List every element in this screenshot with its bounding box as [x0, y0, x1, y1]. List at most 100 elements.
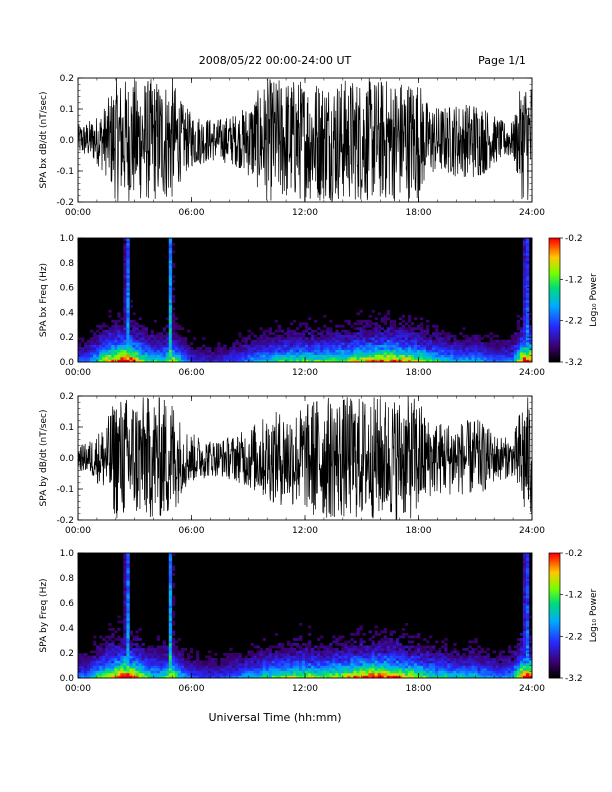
colorbar-segment	[549, 343, 560, 346]
colorbar-segment	[549, 333, 560, 336]
spectrogram-cells	[78, 553, 533, 679]
colorbar-segment	[549, 359, 560, 363]
colorbar-segment	[549, 653, 560, 656]
colorbar-segment	[549, 271, 560, 274]
colorbar-segment	[549, 283, 560, 286]
y-tick-label: 0.4	[60, 624, 75, 634]
y-tick-label: 0.0	[60, 454, 75, 464]
y-tick-label: 0.2	[60, 333, 74, 343]
panel-3: 0.2 0.1 0.0 -0.1 -0.200:00 06:00 12:00 18:00 24:…	[39, 392, 545, 536]
colorbar-segment	[549, 659, 560, 662]
colorbar-segment	[549, 613, 560, 616]
colorbar-segment	[549, 598, 560, 602]
colorbar-segment	[549, 345, 560, 348]
colorbar-segment	[549, 634, 560, 637]
x-axis-title: Universal Time (hh:mm)	[209, 711, 342, 724]
colorbar-segment	[549, 295, 560, 299]
colorbar-segment	[549, 308, 560, 311]
colorbar-segment	[549, 320, 560, 324]
colorbar-segment	[549, 571, 560, 575]
x-tick-label: 24:00	[519, 208, 545, 218]
y-axis-label: SPA by Freq (Hz)	[39, 578, 49, 652]
colorbar-segment	[549, 260, 560, 264]
colorbar-segment	[549, 578, 560, 581]
colorbar-segment	[549, 607, 560, 610]
x-tick-label: 12:00	[292, 208, 318, 218]
colorbar-segment	[549, 357, 560, 361]
colorbar-segment	[549, 590, 560, 593]
colorbar-frame	[548, 237, 561, 363]
colorbar-segment	[549, 567, 560, 571]
colorbar-segment	[549, 655, 560, 658]
colorbar-segment	[549, 573, 560, 577]
y-tick-label: 0.0	[60, 358, 75, 368]
colorbar-segment	[549, 569, 560, 573]
x-tick-label: 00:00	[65, 684, 91, 694]
colorbar-segment	[549, 339, 560, 342]
colorbar-frame	[548, 552, 561, 679]
colorbar-segment	[549, 248, 560, 251]
colorbar-segment	[549, 650, 560, 654]
colorbar-segment	[549, 316, 560, 319]
x-tick-label: 18:00	[406, 526, 432, 536]
x-tick-label: 18:00	[406, 684, 432, 694]
colorbar-segment	[549, 657, 560, 660]
colorbar-segment	[549, 244, 560, 247]
colorbar-tick-label: -1.2	[565, 275, 583, 285]
colorbar-segment	[549, 565, 560, 568]
colorbar-segment	[549, 349, 560, 353]
colorbar-segment	[549, 584, 560, 587]
colorbar-segment	[549, 646, 560, 650]
colorbar-segment	[549, 242, 560, 245]
colorbar-segment	[549, 588, 560, 591]
colorbar-segment	[549, 300, 560, 303]
x-tick-label: 00:00	[65, 526, 91, 536]
x-tick-label: 06:00	[179, 208, 205, 218]
colorbar-segment	[549, 611, 560, 614]
colorbar-segment	[549, 285, 560, 288]
colorbar-segment	[549, 632, 560, 635]
colorbar-segment	[549, 553, 560, 556]
colorbar-segment	[549, 341, 560, 344]
page-label: Page 1/1	[478, 54, 526, 67]
colorbar-segment	[549, 580, 560, 583]
colorbar-segment	[549, 648, 560, 652]
colorbar-segment	[549, 246, 560, 249]
colorbar-segment	[549, 275, 560, 278]
y-tick-label: 0.1	[60, 423, 74, 433]
y-tick-label: 0.8	[60, 259, 75, 269]
colorbar-tick-label: -2.2	[565, 317, 583, 327]
x-tick-label: 12:00	[292, 368, 318, 378]
x-tick-label: 06:00	[179, 368, 205, 378]
colorbar-segment	[549, 337, 560, 340]
x-tick-label: 12:00	[292, 684, 318, 694]
colorbar-segment	[549, 582, 560, 585]
colorbar-segment	[549, 644, 560, 648]
colorbar-tick-label: -0.2	[565, 234, 583, 244]
x-tick-label: 24:00	[519, 368, 545, 378]
colorbar-segment	[549, 575, 560, 579]
colorbar-segment	[549, 256, 560, 260]
colorbar-segment	[549, 605, 560, 608]
y-tick-label: 0.2	[60, 74, 74, 84]
colorbar-tick-label: -3.2	[565, 358, 583, 368]
colorbar-segment	[549, 258, 560, 262]
colorbar-label: Log₁₀ Power	[589, 589, 599, 643]
colorbar-segment	[549, 351, 560, 355]
colorbar-segment	[549, 281, 560, 284]
colorbar-segment	[549, 671, 560, 675]
colorbar-segment	[549, 254, 560, 257]
colorbar-segment	[549, 238, 560, 241]
colorbar-segment	[549, 273, 560, 276]
colorbar-segment	[549, 617, 560, 621]
colorbar: -0.2 -1.2 -2.2 -3.2 Log₁₀ Power	[548, 234, 599, 368]
colorbar-segment	[549, 586, 560, 589]
colorbar-segment	[549, 312, 560, 315]
colorbar-segment	[549, 240, 560, 243]
colorbar: -0.2 -1.2 -2.2 -3.2 Log₁₀ Power	[548, 549, 599, 684]
spectrogram-cells	[78, 238, 533, 363]
y-axis-label: SPA bx Freq (Hz)	[39, 263, 49, 337]
colorbar-segment	[549, 287, 560, 291]
